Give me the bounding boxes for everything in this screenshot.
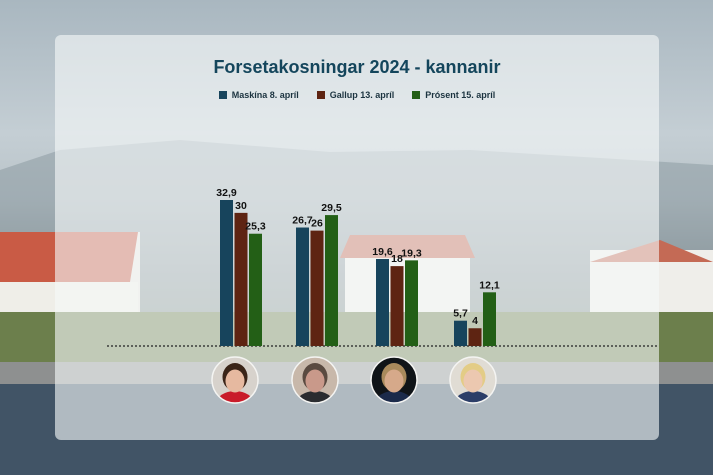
legend-swatch-gallup xyxy=(316,91,325,99)
chart-panel: Forsetakosningar 2024 - kannanir Maskína… xyxy=(55,35,659,440)
bar-gallup-3 xyxy=(390,266,404,346)
bar-chart-plot: 32,9 26,7 19,6 5,7 30 26 18 4 25,3 29,5 19,3 12,1 xyxy=(107,187,659,404)
data-label-gallup-2: 26 xyxy=(311,218,323,230)
legend-swatch-maskina xyxy=(218,91,227,99)
bar-prosent-2 xyxy=(325,215,338,346)
legend-swatch-prosent xyxy=(412,91,421,99)
data-label-gallup-4: 4 xyxy=(472,315,478,327)
data-label-gallup-3: 18 xyxy=(391,253,403,265)
bar-gallup-4 xyxy=(468,328,482,346)
bar-prosent-3 xyxy=(405,260,418,346)
bar-maskina-1 xyxy=(220,200,233,346)
candidate-2-portrait-icon xyxy=(291,356,339,404)
legend-item-prosent: Prósent 15. apríl xyxy=(412,90,495,100)
legend: Maskína 8. apríl Gallup 13. apríl Prósen… xyxy=(55,90,659,100)
bar-maskina-3 xyxy=(376,259,389,346)
data-label-gallup-1: 30 xyxy=(235,200,247,212)
bar-prosent-1 xyxy=(249,233,262,346)
legend-item-gallup: Gallup 13. apríl xyxy=(316,90,395,100)
legend-item-maskina: Maskína 8. apríl xyxy=(218,90,299,100)
candidate-4-portrait-icon xyxy=(449,356,497,404)
candidate-3-portrait-icon xyxy=(370,356,418,404)
data-label-prosent-1: 25,3 xyxy=(245,221,266,233)
data-label-prosent-2: 29,5 xyxy=(321,202,342,214)
legend-label-gallup: Gallup 13. apríl xyxy=(329,90,395,100)
data-label-prosent-4: 12,1 xyxy=(479,279,500,291)
data-label-prosent-3: 19,3 xyxy=(401,247,422,259)
legend-label-maskina: Maskína 8. apríl xyxy=(231,90,299,100)
data-label-maskina-4: 5,7 xyxy=(453,308,468,320)
data-label-maskina-3: 19,6 xyxy=(372,246,393,258)
bar-maskina-2 xyxy=(296,227,309,346)
bar-gallup-1 xyxy=(234,212,248,346)
bar-gallup-2 xyxy=(310,230,324,346)
data-label-maskina-1: 32,9 xyxy=(216,187,237,199)
chart-title: Forsetakosningar 2024 - kannanir xyxy=(213,57,501,77)
bar-prosent-4 xyxy=(483,292,496,346)
legend-label-prosent: Prósent 15. apríl xyxy=(425,90,496,100)
data-label-maskina-2: 26,7 xyxy=(292,215,313,227)
bar-maskina-4 xyxy=(454,320,467,346)
candidate-1-portrait-icon xyxy=(211,356,259,404)
